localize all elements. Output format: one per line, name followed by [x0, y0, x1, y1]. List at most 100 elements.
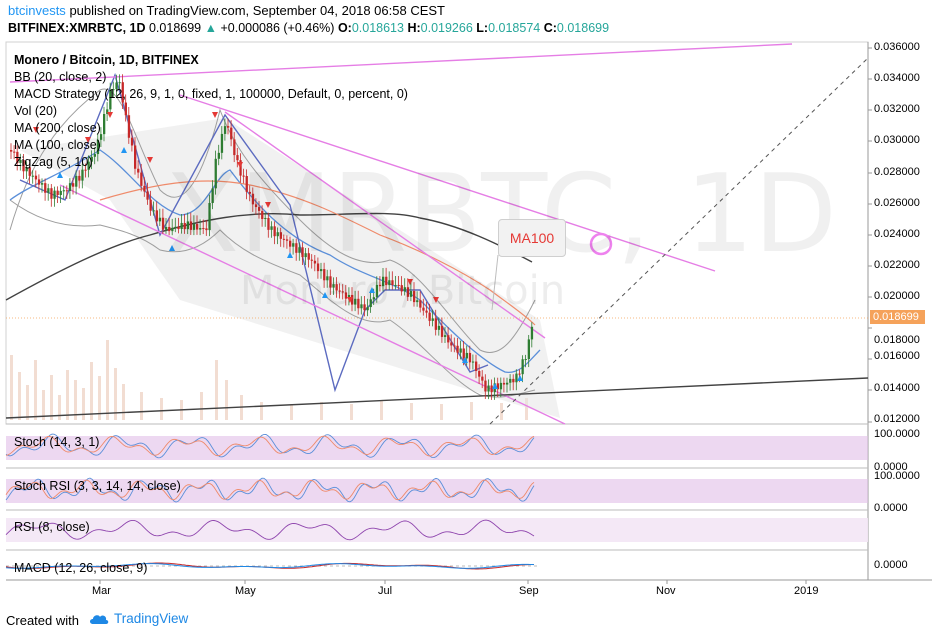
channel-top-trendline[interactable] [224, 111, 546, 339]
candle-body [332, 284, 335, 288]
candle-body [465, 352, 468, 359]
tradingview-link[interactable]: TradingView [88, 611, 188, 626]
candle-body [425, 310, 428, 313]
candle-body [369, 299, 372, 308]
stoch-k-line [5, 433, 535, 459]
candle-body [196, 224, 199, 230]
candle-body [68, 183, 72, 192]
legend-item-vol[interactable]: Vol (20) [14, 104, 58, 118]
candle-series[interactable] [10, 74, 534, 400]
sell-arrow-icon [407, 279, 413, 285]
chart-canvas[interactable] [0, 40, 932, 604]
candle-body [56, 190, 59, 196]
price-tick: 0.024000 [874, 228, 920, 240]
price-tick: 0.036000 [874, 41, 920, 53]
symbol-text: BITFINEX:XMRBTC, 1D [8, 21, 146, 35]
bb-lower-line [9, 199, 536, 398]
buy-arrow-icon [57, 172, 63, 178]
candle-body [499, 382, 503, 390]
candle-body [137, 168, 140, 173]
candle-body [378, 284, 382, 287]
stoch-rsi-k-line [5, 477, 535, 503]
resistance-trendline[interactable] [179, 94, 716, 272]
candle-body [90, 156, 93, 162]
bb-upper-line [9, 88, 536, 353]
candle-body [428, 312, 431, 321]
time-label: May [235, 585, 256, 597]
legend-item-ma100[interactable]: MA (100, close) [14, 138, 101, 152]
legend-title[interactable]: Monero / Bitcoin, 1D, BITFINEX [14, 53, 199, 67]
macd-pane-label[interactable]: MACD (12, 26, close, 9) [14, 561, 148, 575]
buy-arrow-icon [369, 287, 375, 293]
candle-body [130, 137, 134, 146]
zigzag-line [19, 72, 489, 393]
legend-item-ma200[interactable]: MA (200, close) [14, 121, 101, 135]
candle-body [341, 291, 344, 293]
stoch-rsi-tick-bottom: 0.0000 [874, 502, 908, 514]
candle-body [16, 151, 19, 163]
stoch-rsi-tick-top: 100.0000 [874, 470, 920, 482]
author-link[interactable]: btcinvests [8, 3, 66, 18]
candle-body [155, 210, 158, 222]
legend-item-macd-strategy[interactable]: MACD Strategy (12, 26, 9, 1, 0, fixed, 1… [14, 87, 408, 101]
candle-body [338, 290, 341, 292]
candle-body [158, 217, 162, 222]
rsi-band [6, 518, 868, 542]
legend-item-zigzag[interactable]: ZigZag (5, 10) [14, 155, 93, 169]
price-tick: 0.012000 [874, 413, 920, 425]
candle-body [450, 342, 453, 346]
current-price-tag: 0.018699 [870, 310, 925, 324]
candle-body [202, 228, 205, 230]
stoch-tick-bottom: 0.0000 [874, 461, 908, 473]
channel-bottom-trendline[interactable] [59, 184, 566, 425]
low-label: L: [476, 21, 489, 35]
candle-body [112, 89, 115, 91]
candle-body [264, 217, 267, 220]
candle-body [28, 167, 31, 176]
legend-item-bb[interactable]: BB (20, close, 2) [14, 70, 107, 84]
candle-body [87, 161, 90, 170]
channel-fill [20, 118, 560, 418]
candle-body [478, 370, 481, 377]
stoch-rsi-pane-label[interactable]: Stoch RSI (3, 3, 14, 14, close) [14, 479, 181, 493]
candle-body [261, 210, 264, 220]
upper-trendline[interactable] [9, 43, 793, 83]
candle-body [292, 243, 295, 247]
candle-body [279, 232, 282, 239]
stoch-pane-label[interactable]: Stoch (14, 3, 1) [14, 435, 100, 449]
candle-body [289, 240, 292, 247]
high-label: H: [407, 21, 421, 35]
candle-body [208, 202, 211, 231]
candle-body [484, 380, 487, 392]
candle-body [490, 385, 493, 393]
candle-body [177, 226, 180, 230]
candle-body [406, 287, 410, 297]
time-label: Nov [656, 585, 676, 597]
candle-body [189, 221, 193, 230]
high-value: 0.019266 [420, 21, 473, 35]
candle-body [270, 226, 273, 230]
sell-arrow-icon [212, 112, 218, 118]
candle-body [335, 284, 338, 291]
target-circle[interactable] [589, 232, 613, 256]
candle-body [301, 247, 304, 258]
candle-body [440, 325, 444, 337]
candle-body [320, 269, 323, 272]
time-label: Sep [519, 585, 539, 597]
macd-signal-line [5, 563, 535, 569]
candle-body [285, 239, 289, 241]
buy-arrow-icon [121, 147, 127, 153]
ma100-callout[interactable]: MA100 [498, 219, 566, 257]
support-trendline[interactable] [5, 377, 869, 419]
candle-body [239, 160, 242, 176]
watermark-symbol: XMRBTC, 1D [165, 152, 837, 277]
candle-body [382, 276, 385, 287]
price-tick: 0.030000 [874, 134, 920, 146]
candle-body [75, 175, 78, 187]
candle-body [444, 335, 447, 337]
candle-body [211, 188, 214, 203]
rsi-pane-label[interactable]: RSI (8, close) [14, 520, 90, 534]
candle-body [496, 383, 499, 390]
candle-body [146, 191, 149, 200]
candle-body [10, 150, 13, 152]
